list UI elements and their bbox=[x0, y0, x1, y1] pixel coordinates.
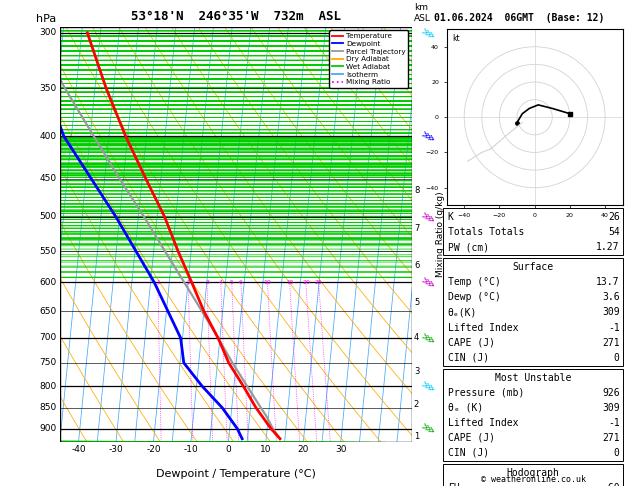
Text: -20: -20 bbox=[146, 445, 161, 454]
Text: 6: 6 bbox=[239, 280, 243, 285]
Text: 900: 900 bbox=[40, 424, 57, 433]
Text: Dewpoint / Temperature (°C): Dewpoint / Temperature (°C) bbox=[156, 469, 316, 479]
Text: 0: 0 bbox=[614, 353, 620, 363]
Text: 10: 10 bbox=[264, 280, 272, 285]
Text: 54: 54 bbox=[608, 227, 620, 237]
Text: CIN (J): CIN (J) bbox=[448, 353, 489, 363]
Text: 350: 350 bbox=[40, 84, 57, 93]
Text: ⋙: ⋙ bbox=[419, 129, 437, 144]
Text: 600: 600 bbox=[40, 278, 57, 287]
Text: 3: 3 bbox=[205, 280, 209, 285]
Text: 25: 25 bbox=[315, 280, 323, 285]
Text: 550: 550 bbox=[40, 246, 57, 256]
Text: 309: 309 bbox=[602, 308, 620, 317]
Text: 3.6: 3.6 bbox=[602, 293, 620, 302]
Text: 15: 15 bbox=[286, 280, 294, 285]
Text: Most Unstable: Most Unstable bbox=[495, 373, 571, 382]
Text: 4: 4 bbox=[219, 280, 223, 285]
Text: θₑ (K): θₑ (K) bbox=[448, 403, 483, 413]
Text: 1: 1 bbox=[156, 280, 160, 285]
Text: 500: 500 bbox=[40, 212, 57, 221]
Text: CIN (J): CIN (J) bbox=[448, 448, 489, 458]
Text: 26: 26 bbox=[608, 212, 620, 222]
Text: 750: 750 bbox=[40, 358, 57, 367]
Text: 2: 2 bbox=[414, 400, 419, 409]
Text: θₑ(K): θₑ(K) bbox=[448, 308, 477, 317]
Text: 5: 5 bbox=[230, 280, 234, 285]
Text: -60: -60 bbox=[602, 483, 620, 486]
Text: -1: -1 bbox=[608, 323, 620, 332]
Text: 20: 20 bbox=[302, 280, 310, 285]
Text: Lifted Index: Lifted Index bbox=[448, 418, 518, 428]
Text: Lifted Index: Lifted Index bbox=[448, 323, 518, 332]
Text: EH: EH bbox=[448, 483, 460, 486]
Text: 8: 8 bbox=[414, 186, 420, 195]
Text: 800: 800 bbox=[40, 382, 57, 391]
Text: kt: kt bbox=[452, 35, 460, 43]
Text: -10: -10 bbox=[184, 445, 198, 454]
Text: ⋙: ⋙ bbox=[419, 275, 437, 290]
Text: 700: 700 bbox=[40, 333, 57, 343]
Text: 30: 30 bbox=[335, 445, 347, 454]
Text: 13.7: 13.7 bbox=[596, 278, 620, 287]
Text: hPa: hPa bbox=[36, 14, 57, 24]
Text: 53°18'N  246°35'W  732m  ASL: 53°18'N 246°35'W 732m ASL bbox=[131, 10, 341, 23]
Text: Temp (°C): Temp (°C) bbox=[448, 278, 501, 287]
Text: CAPE (J): CAPE (J) bbox=[448, 338, 495, 347]
Text: 2: 2 bbox=[186, 280, 190, 285]
Text: 10: 10 bbox=[260, 445, 272, 454]
Text: 20: 20 bbox=[298, 445, 309, 454]
Text: 7: 7 bbox=[414, 224, 420, 233]
Text: 850: 850 bbox=[40, 403, 57, 413]
Text: PW (cm): PW (cm) bbox=[448, 243, 489, 252]
Text: -30: -30 bbox=[109, 445, 123, 454]
Legend: Temperature, Dewpoint, Parcel Trajectory, Dry Adiabat, Wet Adiabat, Isotherm, Mi: Temperature, Dewpoint, Parcel Trajectory… bbox=[329, 30, 408, 88]
Text: km
ASL: km ASL bbox=[414, 3, 431, 23]
Text: ⋙: ⋙ bbox=[419, 330, 437, 346]
Text: 6: 6 bbox=[414, 261, 420, 270]
Text: 926: 926 bbox=[602, 388, 620, 398]
Text: 3: 3 bbox=[414, 367, 420, 376]
Text: -40: -40 bbox=[71, 445, 86, 454]
Text: Dewp (°C): Dewp (°C) bbox=[448, 293, 501, 302]
Text: 271: 271 bbox=[602, 433, 620, 443]
Text: -1: -1 bbox=[608, 418, 620, 428]
Text: Pressure (mb): Pressure (mb) bbox=[448, 388, 524, 398]
Text: Hodograph: Hodograph bbox=[506, 468, 560, 478]
Text: 0: 0 bbox=[614, 448, 620, 458]
Text: 400: 400 bbox=[40, 132, 57, 141]
Text: 309: 309 bbox=[602, 403, 620, 413]
Text: 450: 450 bbox=[40, 174, 57, 183]
Text: 01.06.2024  06GMT  (Base: 12): 01.06.2024 06GMT (Base: 12) bbox=[434, 13, 604, 23]
Text: © weatheronline.co.uk: © weatheronline.co.uk bbox=[481, 474, 586, 484]
Text: Totals Totals: Totals Totals bbox=[448, 227, 524, 237]
Text: 0: 0 bbox=[225, 445, 231, 454]
Text: 650: 650 bbox=[40, 307, 57, 316]
Text: 271: 271 bbox=[602, 338, 620, 347]
Text: ⋙: ⋙ bbox=[419, 378, 437, 394]
Text: 4: 4 bbox=[414, 333, 419, 343]
Text: K: K bbox=[448, 212, 454, 222]
Text: 5: 5 bbox=[414, 298, 419, 307]
Text: Mixing Ratio (g/kg): Mixing Ratio (g/kg) bbox=[437, 191, 445, 278]
Text: ⋙: ⋙ bbox=[419, 421, 437, 436]
Text: ⋙: ⋙ bbox=[419, 209, 437, 225]
Text: 1: 1 bbox=[414, 432, 419, 441]
Text: Surface: Surface bbox=[513, 262, 554, 272]
Text: CAPE (J): CAPE (J) bbox=[448, 433, 495, 443]
Text: ⋙: ⋙ bbox=[419, 25, 437, 41]
Text: 300: 300 bbox=[40, 28, 57, 37]
Text: 1.27: 1.27 bbox=[596, 243, 620, 252]
